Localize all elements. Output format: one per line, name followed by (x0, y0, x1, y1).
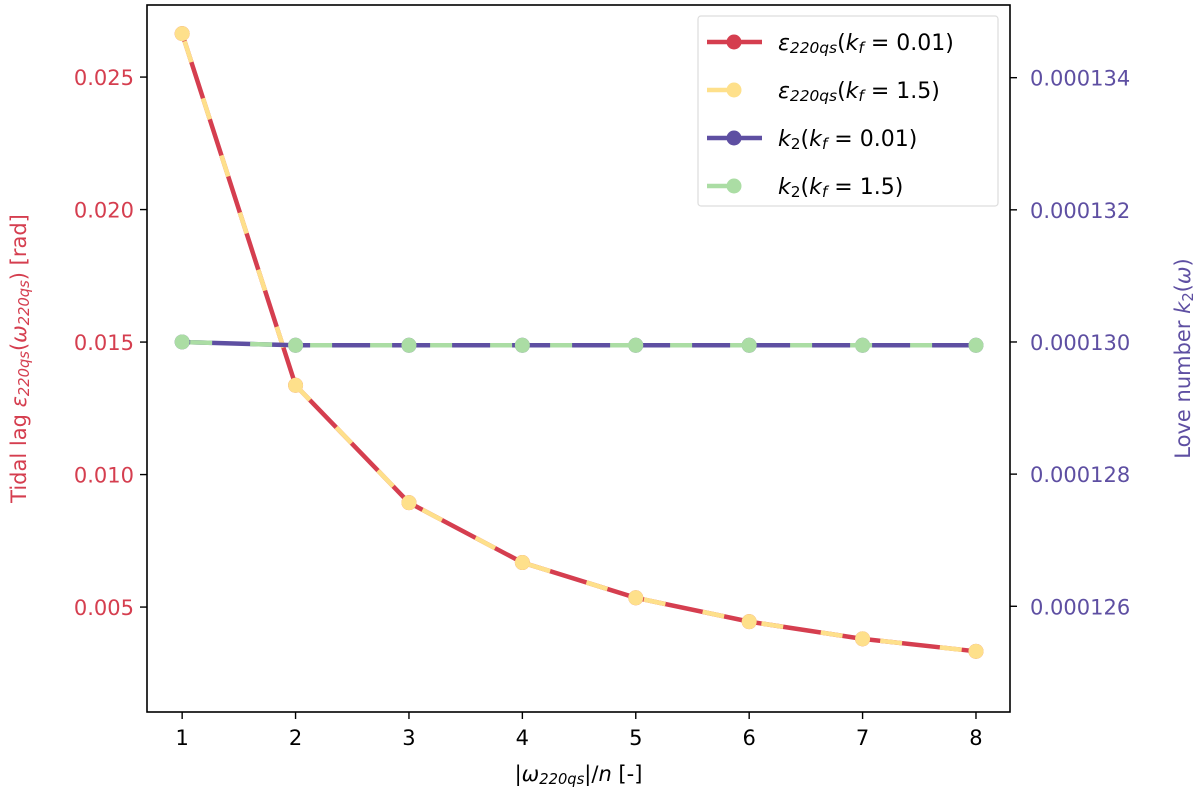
data-point (855, 337, 871, 353)
right-y-tick-label: 0.000128 (1030, 463, 1130, 487)
left-y-tick-label: 0.005 (74, 596, 134, 620)
x-tick-label: 5 (629, 726, 642, 750)
right-y-tick-label: 0.000126 (1030, 595, 1130, 619)
legend-box (697, 15, 999, 207)
legend-label: k2(kf = 0.01) (778, 127, 917, 153)
legend-marker (726, 82, 742, 98)
data-point (628, 337, 644, 353)
right-y-tick-label: 0.000132 (1030, 199, 1130, 223)
data-point (174, 26, 190, 42)
x-tick-label: 6 (742, 726, 755, 750)
x-tick-label: 1 (175, 726, 188, 750)
data-point (514, 337, 530, 353)
right-y-tick-label: 0.000134 (1030, 67, 1130, 91)
legend-label: ε220qs(kf = 0.01) (778, 31, 954, 57)
legend-label: k2(kf = 1.5) (778, 175, 903, 201)
data-point (741, 614, 757, 630)
x-tick-label: 2 (289, 726, 302, 750)
data-point (855, 631, 871, 647)
series-line-3 (182, 339, 976, 348)
left-y-tick-label: 0.025 (74, 66, 134, 90)
right-y-axis-label: Love number k2(ω) (1171, 258, 1197, 458)
legend-marker (726, 130, 742, 146)
x-tick-label: 7 (856, 726, 869, 750)
plot-frame (146, 4, 1011, 713)
data-point (174, 334, 190, 350)
data-point (401, 337, 417, 353)
legend: ε220qs(kf = 0.01) ε220qs(kf = 1.5) k2(kf =… (697, 15, 999, 207)
left-y-tick-label: 0.020 (74, 199, 134, 223)
data-point (968, 337, 984, 353)
data-point (288, 337, 304, 353)
left-y-tick-label: 0.015 (74, 331, 134, 355)
left-y-tick-label: 0.010 (74, 464, 134, 488)
data-point (628, 590, 644, 606)
legend-label: ε220qs(kf = 1.5) (778, 79, 940, 105)
legend-marker (726, 178, 742, 194)
data-point (514, 555, 530, 571)
x-tick-label: 8 (969, 726, 982, 750)
series-line-0 (180, 32, 977, 654)
x-tick-label: 4 (516, 726, 529, 750)
data-point (401, 495, 417, 511)
x-tick-label: 3 (402, 726, 415, 750)
data-point (741, 337, 757, 353)
legend-marker (726, 34, 742, 50)
left-y-axis-label: Tidal lag ε220qs(ω220qs) [rad] (7, 214, 33, 504)
data-point (968, 643, 984, 659)
x-axis-label: |ω220qs|/n [-] (515, 762, 643, 788)
data-point (288, 377, 304, 393)
right-y-tick-label: 0.000130 (1030, 331, 1130, 355)
